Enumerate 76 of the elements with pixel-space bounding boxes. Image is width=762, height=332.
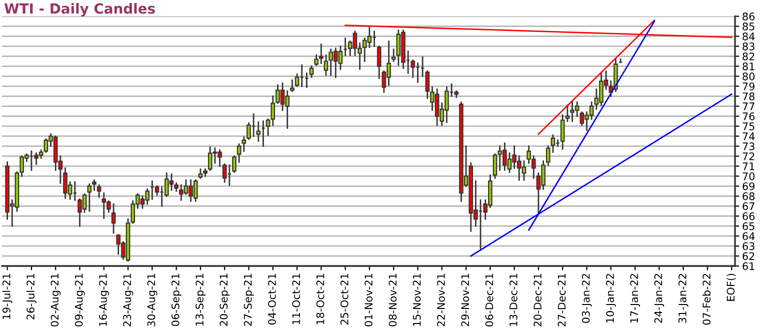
x-tick-label: 25-Oct-21 (340, 274, 348, 325)
x-tick-label: 23-Aug-21 (123, 274, 134, 326)
candlestick (246, 122, 251, 140)
x-tick-label: 26-Jul-21 (26, 274, 36, 320)
x-tick-label: 06-Dec-21 (485, 274, 494, 326)
x-tick-label: 29-Nov-21 (461, 274, 470, 326)
y-tick-label: 84 (742, 32, 755, 40)
candlestick (309, 66, 314, 78)
y-tick-label: 64 (742, 232, 755, 240)
candlestick (111, 203, 116, 234)
x-tick-label: 27-Dec-21 (558, 274, 566, 326)
x-tick-label: 17-Jan-22 (630, 274, 640, 322)
candlestick (410, 60, 416, 78)
x-tick-label: 27-Sep-21 (244, 274, 254, 326)
candlestick (294, 74, 300, 87)
x-tick-label: EOF() (726, 274, 736, 301)
candlestick (546, 145, 550, 166)
y-tick-label: 80 (742, 72, 755, 80)
y-tick-label: 77 (742, 102, 754, 110)
candlestick (376, 46, 382, 79)
y-tick-label: 61 (742, 262, 754, 270)
y-tick-label: 66 (742, 212, 755, 220)
x-tick-label: 30-Aug-21 (147, 274, 158, 326)
y-tick-label: 73 (742, 142, 754, 150)
x-tick-label: 02-Aug-21 (50, 274, 61, 326)
x-tick-label: 18-Oct-21 (316, 274, 324, 324)
candlestick (222, 163, 227, 183)
candlestick (96, 184, 102, 198)
x-tick-label: 20-Dec-21 (534, 274, 542, 326)
x-tick-label: 03-Jan-22 (582, 274, 592, 323)
candlestick (256, 121, 261, 142)
y-tick-label: 81 (742, 62, 754, 70)
y-tick-label: 68 (742, 192, 754, 200)
x-tick-label: 22-Nov-21 (437, 274, 445, 326)
candlestick (236, 143, 242, 163)
y-tick-label: 62 (742, 252, 754, 260)
x-tick-label: 04-Oct-21 (268, 274, 276, 325)
y-tick-label: 71 (742, 162, 754, 170)
x-tick-label: 10-Jan-22 (606, 274, 616, 322)
candlestick (92, 179, 96, 191)
y-tick-label: 86 (742, 12, 755, 20)
chart-title: WTI - Daily Candles (4, 3, 155, 17)
y-tick-label: 67 (742, 202, 754, 210)
y-tick-label: 70 (742, 172, 755, 180)
y-tick-label: 72 (742, 152, 754, 160)
x-tick-label: 16-Aug-21 (99, 274, 109, 326)
candlestick (87, 183, 92, 212)
y-tick-label: 83 (742, 42, 754, 50)
candlestick (290, 80, 294, 92)
y-tick-label: 79 (742, 82, 754, 90)
y-tick-label: 78 (742, 92, 754, 100)
y-tick-label: 75 (742, 122, 754, 130)
candlestick (242, 136, 246, 152)
x-tick-label: 13-Sep-21 (196, 274, 206, 326)
x-tick-label: 20-Sep-21 (220, 274, 230, 326)
x-tick-label: 09-Aug-21 (74, 274, 85, 326)
y-tick-label: 69 (742, 182, 754, 190)
x-tick-label: 13-Dec-21 (509, 274, 518, 326)
y-tick-label: 76 (742, 112, 755, 120)
x-tick-label: 08-Nov-21 (388, 274, 397, 326)
x-tick-label: 06-Sep-21 (171, 274, 182, 326)
x-tick-label: 31-Jan-22 (678, 274, 688, 323)
x-tick-label: 07-Feb-22 (702, 274, 710, 325)
x-tick-label: 11-Oct-21 (292, 274, 300, 324)
y-tick-label: 82 (742, 52, 754, 60)
x-tick-label: 01-Nov-21 (364, 274, 372, 326)
x-tick-label: 15-Nov-21 (412, 274, 421, 326)
x-tick-label: 19-Jul-21 (2, 274, 12, 319)
y-tick-label: 65 (742, 222, 754, 230)
candlestick (492, 153, 498, 179)
candlestick (232, 155, 236, 173)
y-tick-label: 63 (742, 242, 754, 250)
x-tick-label: 24-Jan-22 (654, 274, 664, 323)
candlestick (550, 134, 556, 153)
y-tick-label: 74 (742, 132, 755, 140)
y-tick-label: 85 (742, 22, 754, 30)
